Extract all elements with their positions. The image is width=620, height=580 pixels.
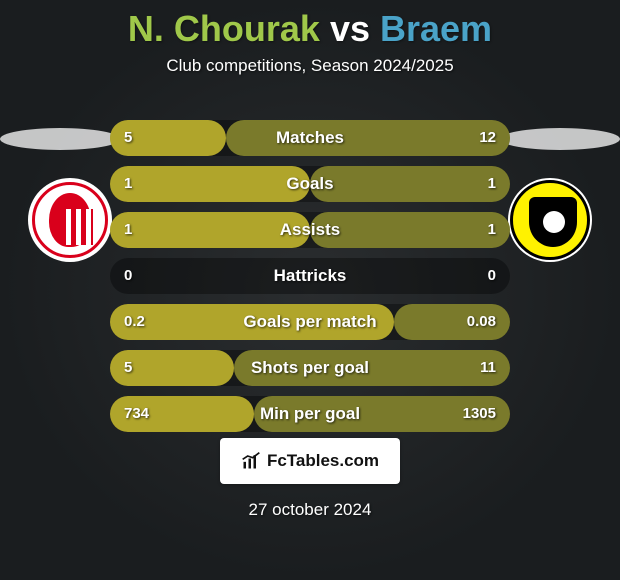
stat-row: 0.20.08Goals per match xyxy=(110,304,510,340)
brand-text: FcTables.com xyxy=(267,451,379,471)
crest-halo-left xyxy=(0,128,120,150)
player2-name: Braem xyxy=(380,8,492,49)
stat-row: 7341305Min per goal xyxy=(110,396,510,432)
stat-row: 511Shots per goal xyxy=(110,350,510,386)
stat-row: 512Matches xyxy=(110,120,510,156)
vvv-crest-icon xyxy=(510,180,590,260)
team-crest-left xyxy=(28,178,112,262)
comparison-title: N. Chourak vs Braem xyxy=(0,0,620,50)
stat-label: Assists xyxy=(110,212,510,248)
stat-row: 00Hattricks xyxy=(110,258,510,294)
stat-label: Min per goal xyxy=(110,396,510,432)
stat-label: Goals per match xyxy=(110,304,510,340)
team-crest-right xyxy=(508,178,592,262)
stat-row: 11Assists xyxy=(110,212,510,248)
stat-label: Matches xyxy=(110,120,510,156)
ajax-crest-icon xyxy=(32,182,108,258)
stat-label: Shots per goal xyxy=(110,350,510,386)
stat-label: Hattricks xyxy=(110,258,510,294)
vs-separator: vs xyxy=(320,8,380,49)
stats-table: 512Matches 11Goals 11Assists 00Hattricks 0.2… xyxy=(110,120,510,442)
season-subtitle: Club competitions, Season 2024/2025 xyxy=(0,56,620,76)
stat-label: Goals xyxy=(110,166,510,202)
stat-row: 11Goals xyxy=(110,166,510,202)
player1-name: N. Chourak xyxy=(128,8,320,49)
fctables-brand-badge: FcTables.com xyxy=(220,438,400,484)
crest-halo-right xyxy=(500,128,620,150)
chart-icon xyxy=(241,451,261,471)
snapshot-date: 27 october 2024 xyxy=(0,500,620,520)
